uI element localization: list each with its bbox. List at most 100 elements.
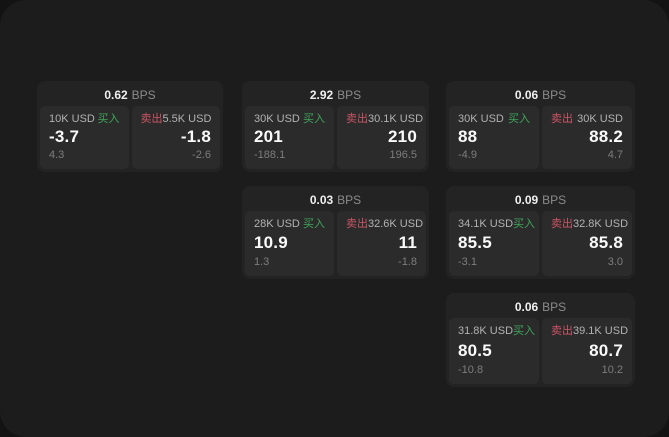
buy-price-value: 10.9 [254, 233, 288, 252]
bps-unit-label: BPS [542, 88, 567, 102]
bps-spread-value: 0.06 [514, 300, 539, 314]
sell-delta-value: -2.6 [192, 149, 211, 161]
sell-quote-tile[interactable]: 卖出 30.1K USD 210 196.5 [337, 106, 426, 169]
quote-card: 0.06 BPS 31.8K USD 买入 80.5 -10.8 卖出 39.1… [446, 293, 635, 387]
buy-price-value: 85.5 [458, 233, 492, 252]
card-header: 0.03 BPS [245, 189, 426, 211]
bps-unit-label: BPS [131, 88, 156, 102]
buy-price-value: 80.5 [458, 340, 492, 360]
buy-quote-tile[interactable]: 31.8K USD 买入 80.5 -10.8 [449, 318, 539, 384]
sell-tile-header: 卖出 32.8K USD [551, 218, 628, 230]
bps-spread-value: 0.62 [104, 88, 128, 102]
sell-side-tag: 卖出 [551, 113, 573, 125]
buy-tile-header: 30K USD 买入 [458, 113, 530, 125]
buy-quote-tile[interactable]: 10K USD 买入 -3.7 4.3 [40, 106, 129, 169]
buy-side-tag: 买入 [97, 113, 120, 125]
card-body: 30K USD 买入 88 -4.9 卖出 30K USD 88.2 4.7 [449, 106, 632, 169]
card-header: 0.06 BPS [449, 296, 632, 318]
quote-card: 0.06 BPS 30K USD 买入 88 -4.9 卖出 30K USD 8… [446, 81, 635, 172]
buy-price-value: -3.7 [49, 127, 80, 146]
sell-price-value: -1.8 [180, 127, 211, 146]
sell-quote-tile[interactable]: 卖出 32.6K USD 11 -1.8 [337, 211, 426, 276]
sell-amount-label: 5.5K USD [162, 113, 212, 125]
card-header: 2.92 BPS [245, 84, 426, 106]
bps-spread-value: 0.09 [514, 193, 539, 207]
quote-card: 0.09 BPS 34.1K USD 买入 85.5 -3.1 卖出 32.8K… [446, 186, 635, 279]
bps-unit-label: BPS [337, 193, 362, 207]
card-body: 31.8K USD 买入 80.5 -10.8 卖出 39.1K USD 80.… [449, 318, 632, 384]
card-body: 34.1K USD 买入 85.5 -3.1 卖出 32.8K USD 85.8… [449, 211, 632, 276]
sell-side-tag: 卖出 [551, 325, 573, 337]
sell-tile-header: 卖出 30.1K USD [346, 113, 423, 125]
buy-tile-header: 30K USD 买入 [254, 113, 325, 125]
sell-amount-label: 39.1K USD [573, 325, 629, 337]
quote-card: 2.92 BPS 30K USD 买入 201 -188.1 卖出 30.1K … [242, 81, 429, 172]
buy-delta-value: -3.1 [458, 256, 477, 268]
buy-side-tag: 买入 [303, 113, 325, 125]
card-header: 0.06 BPS [449, 84, 632, 106]
quote-card: 0.03 BPS 28K USD 买入 10.9 1.3 卖出 32.6K US… [242, 186, 429, 279]
buy-side-tag: 买入 [508, 113, 530, 125]
sell-price-value: 85.8 [589, 233, 623, 252]
buy-quote-tile[interactable]: 30K USD 买入 88 -4.9 [449, 106, 539, 169]
sell-tile-header: 卖出 30K USD [551, 113, 623, 125]
buy-tile-header: 10K USD 买入 [49, 113, 120, 125]
sell-delta-value: 10.2 [601, 364, 623, 376]
buy-delta-value: -188.1 [254, 149, 286, 161]
buy-side-tag: 买入 [303, 218, 325, 230]
buy-quote-tile[interactable]: 28K USD 买入 10.9 1.3 [245, 211, 334, 276]
sell-quote-tile[interactable]: 卖出 39.1K USD 80.7 10.2 [542, 318, 632, 384]
sell-tile-header: 卖出 39.1K USD [551, 325, 628, 337]
sell-tile-header: 卖出 32.6K USD [346, 218, 423, 230]
buy-delta-value: 1.3 [254, 256, 270, 268]
sell-price-value: 80.7 [589, 340, 623, 360]
buy-quote-tile[interactable]: 34.1K USD 买入 85.5 -3.1 [449, 211, 539, 276]
buy-delta-value: 4.3 [49, 149, 65, 161]
sell-amount-label: 30K USD [577, 113, 623, 125]
bps-unit-label: BPS [337, 88, 362, 102]
card-header: 0.09 BPS [449, 189, 632, 211]
sell-amount-label: 30.1K USD [368, 113, 424, 125]
buy-tile-header: 28K USD 买入 [254, 218, 325, 230]
sell-amount-label: 32.8K USD [573, 218, 629, 230]
card-body: 10K USD 买入 -3.7 4.3 卖出 5.5K USD -1.8 -2.… [40, 106, 220, 169]
sell-quote-tile[interactable]: 卖出 30K USD 88.2 4.7 [542, 106, 632, 169]
buy-tile-header: 31.8K USD 买入 [458, 325, 535, 337]
buy-amount-label: 34.1K USD [458, 218, 514, 230]
card-body: 30K USD 买入 201 -188.1 卖出 30.1K USD 210 1… [245, 106, 426, 169]
buy-side-tag: 买入 [513, 218, 536, 230]
buy-amount-label: 30K USD [254, 113, 300, 125]
buy-tile-header: 34.1K USD 买入 [458, 218, 535, 230]
sell-delta-value: 3.0 [607, 256, 623, 268]
sell-side-tag: 卖出 [346, 113, 368, 125]
bps-unit-label: BPS [542, 193, 567, 207]
bps-spread-value: 0.06 [514, 88, 539, 102]
sell-quote-tile[interactable]: 卖出 5.5K USD -1.8 -2.6 [131, 106, 220, 169]
sell-amount-label: 32.6K USD [368, 218, 424, 230]
buy-price-value: 88 [458, 127, 478, 146]
bps-unit-label: BPS [542, 300, 567, 314]
buy-amount-label: 31.8K USD [458, 325, 514, 337]
buy-amount-label: 10K USD [49, 113, 95, 125]
sell-side-tag: 卖出 [140, 113, 163, 125]
sell-quote-tile[interactable]: 卖出 32.8K USD 85.8 3.0 [542, 211, 632, 276]
card-body: 28K USD 买入 10.9 1.3 卖出 32.6K USD 11 -1.8 [245, 211, 426, 276]
buy-amount-label: 28K USD [254, 218, 300, 230]
sell-price-value: 88.2 [589, 127, 623, 146]
buy-amount-label: 30K USD [458, 113, 504, 125]
buy-side-tag: 买入 [513, 325, 536, 337]
sell-side-tag: 卖出 [346, 218, 368, 230]
sell-delta-value: -1.8 [398, 256, 417, 268]
sell-tile-header: 卖出 5.5K USD [141, 113, 212, 125]
sell-delta-value: 196.5 [389, 149, 417, 161]
card-header: 0.62 BPS [40, 84, 220, 106]
buy-quote-tile[interactable]: 30K USD 买入 201 -188.1 [245, 106, 334, 169]
sell-side-tag: 卖出 [551, 218, 573, 230]
sell-price-value: 11 [398, 233, 417, 252]
bps-spread-value: 2.92 [309, 88, 334, 102]
buy-delta-value: -4.9 [458, 149, 477, 161]
buy-delta-value: -10.8 [458, 364, 484, 376]
bps-spread-value: 0.03 [309, 193, 334, 207]
sell-price-value: 210 [388, 127, 417, 146]
